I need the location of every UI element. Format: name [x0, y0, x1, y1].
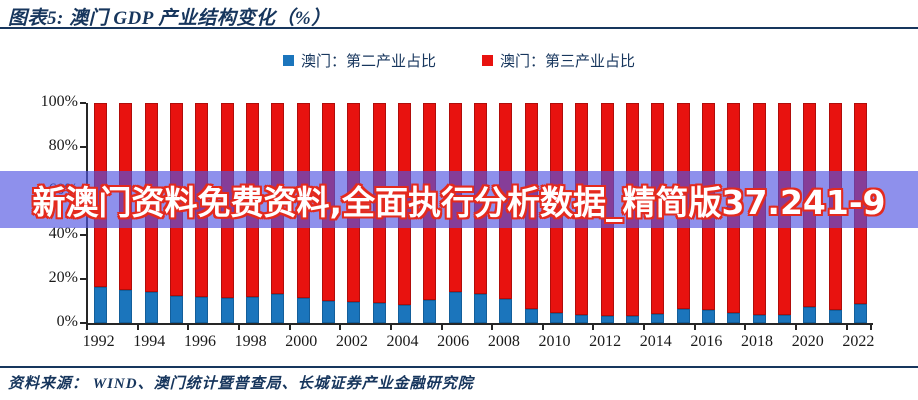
bar-secondary-2006 [448, 292, 462, 323]
bar-secondary-2004 [398, 305, 412, 323]
x-axis-label: 2002 [335, 333, 368, 350]
chart-legend: 澳门：第二产业占比 澳门：第三产业占比 [0, 48, 918, 72]
y-axis-tick [80, 278, 86, 280]
bar-secondary-2015 [676, 308, 690, 323]
bar-secondary-1993 [119, 290, 133, 323]
x-axis-tick [795, 325, 798, 330]
legend-swatch-red [482, 54, 493, 66]
y-axis-label: 80% [48, 137, 78, 154]
y-axis-tick [80, 146, 86, 148]
x-axis-label: 2006 [437, 333, 470, 350]
y-axis-tick [80, 322, 86, 324]
x-axis-label: 2018 [741, 333, 774, 350]
bar-secondary-1994 [144, 292, 158, 323]
bar-secondary-2009 [524, 308, 538, 323]
y-axis-tick [80, 102, 86, 104]
legend-label-secondary: 澳门：第二产业占比 [300, 53, 436, 70]
x-axis-label: 1998 [234, 333, 267, 350]
plot-area [86, 103, 873, 325]
x-axis-label: 2016 [690, 333, 723, 350]
y-axis-label: 20% [48, 269, 78, 286]
bar-secondary-2003 [372, 303, 386, 323]
bar-secondary-2022 [853, 304, 867, 323]
x-axis-tick [237, 325, 240, 330]
x-axis-tick [845, 325, 848, 330]
legend-swatch-blue [282, 54, 294, 66]
bar-secondary-2011 [575, 315, 589, 323]
x-axis-tick [187, 325, 190, 330]
x-axis-label: 2000 [285, 333, 318, 350]
x-axis-label: 2022 [842, 333, 875, 350]
bar-secondary-2020 [803, 306, 817, 323]
bar-secondary-2008 [499, 298, 513, 323]
x-axis-tick [592, 325, 595, 330]
x-axis-label: 2010 [538, 333, 571, 350]
bar-secondary-1999 [271, 294, 285, 323]
x-axis-tick [339, 325, 342, 330]
legend-label-tertiary: 澳门：第三产业占比 [500, 53, 636, 70]
x-axis-tick [86, 325, 88, 330]
bar-secondary-2000 [296, 297, 310, 323]
bar-secondary-1996 [195, 296, 209, 323]
watermark-text: 新澳门资料免费资料,全面执行分析数据_精简版37.241-9 [32, 182, 887, 223]
x-axis-label: 2004 [386, 333, 419, 350]
bar-secondary-1997 [220, 297, 234, 323]
x-axis-label: 2020 [791, 333, 824, 350]
bar-secondary-2001 [322, 301, 336, 323]
x-axis-tick [870, 325, 872, 330]
x-axis-label: 1992 [82, 333, 115, 350]
bar-secondary-1998 [246, 296, 260, 323]
legend-item-secondary-industry: 澳门：第二产业占比 [282, 50, 436, 71]
x-axis-tick [643, 325, 646, 330]
y-axis-tick [80, 234, 86, 236]
figure-title: 图表5: 澳门 GDP 产业结构变化（%） [8, 8, 331, 29]
bar-secondary-2013 [625, 316, 639, 323]
bar-secondary-1992 [94, 286, 108, 323]
x-axis-tick [491, 325, 494, 330]
footer-divider [0, 366, 918, 368]
y-axis-label: 100% [40, 93, 78, 110]
source-note: 资料来源： WIND、澳门统计暨普查局、长城证券产业金融研究院 [8, 376, 474, 392]
x-axis-tick [136, 325, 139, 330]
bar-secondary-2016 [701, 309, 715, 323]
x-axis-label: 2014 [639, 333, 672, 350]
bar-secondary-2002 [347, 302, 361, 323]
x-axis-label: 1996 [183, 333, 216, 350]
bar-secondary-1995 [170, 295, 184, 323]
x-axis-label: 1994 [133, 333, 166, 350]
x-axis-tick [744, 325, 747, 330]
x-axis-tick [541, 325, 544, 330]
figure-title-bar: 图表5: 澳门 GDP 产业结构变化（%） [0, 0, 918, 29]
x-axis-tick [440, 325, 443, 330]
x-axis-tick [693, 325, 696, 330]
watermark-band: 新澳门资料免费资料,全面执行分析数据_精简版37.241-9 [0, 171, 918, 228]
y-axis-label: 0% [56, 313, 78, 330]
x-axis-label: 2012 [589, 333, 622, 350]
bar-secondary-2021 [828, 309, 842, 323]
x-axis-tick [389, 325, 392, 330]
bar-secondary-2019 [777, 315, 791, 323]
bar-secondary-2005 [423, 299, 437, 323]
bar-secondary-2012 [600, 316, 614, 323]
bar-secondary-2018 [752, 315, 766, 323]
y-axis-label: 40% [48, 225, 78, 242]
x-axis-tick [288, 325, 291, 330]
bar-secondary-2007 [474, 294, 487, 323]
bar-secondary-2010 [549, 313, 563, 323]
bar-secondary-2017 [727, 313, 741, 323]
bar-secondary-2014 [651, 314, 665, 323]
legend-item-tertiary-industry: 澳门：第三产业占比 [482, 50, 635, 71]
x-axis-label: 2008 [487, 333, 520, 350]
